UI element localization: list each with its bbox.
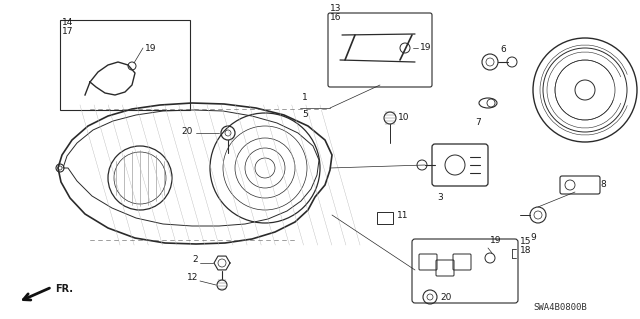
Text: 3: 3	[437, 193, 443, 202]
Text: 16: 16	[330, 13, 342, 22]
Text: 6: 6	[500, 45, 506, 54]
Text: 11: 11	[397, 211, 408, 219]
Text: 19: 19	[490, 236, 502, 245]
Text: 15: 15	[520, 237, 531, 246]
Text: 19: 19	[145, 44, 157, 53]
Text: 1: 1	[302, 93, 308, 102]
Text: 8: 8	[600, 180, 605, 189]
Text: 14: 14	[62, 18, 74, 27]
Text: 18: 18	[520, 246, 531, 255]
Text: 19: 19	[420, 42, 431, 51]
Text: FR.: FR.	[55, 284, 73, 294]
Text: 5: 5	[302, 110, 308, 119]
Bar	[60, 20, 190, 110]
Text: 9: 9	[530, 233, 536, 242]
Text: 20: 20	[182, 127, 193, 136]
Text: 10: 10	[398, 113, 410, 122]
Text: SWA4B0800B: SWA4B0800B	[533, 303, 587, 313]
Text: 20: 20	[440, 293, 451, 301]
Text: 2: 2	[193, 256, 198, 264]
Bar	[377, 212, 393, 224]
Text: 7: 7	[475, 118, 481, 127]
Text: 17: 17	[62, 27, 74, 36]
Text: 13: 13	[330, 4, 342, 13]
Text: 12: 12	[187, 273, 198, 283]
